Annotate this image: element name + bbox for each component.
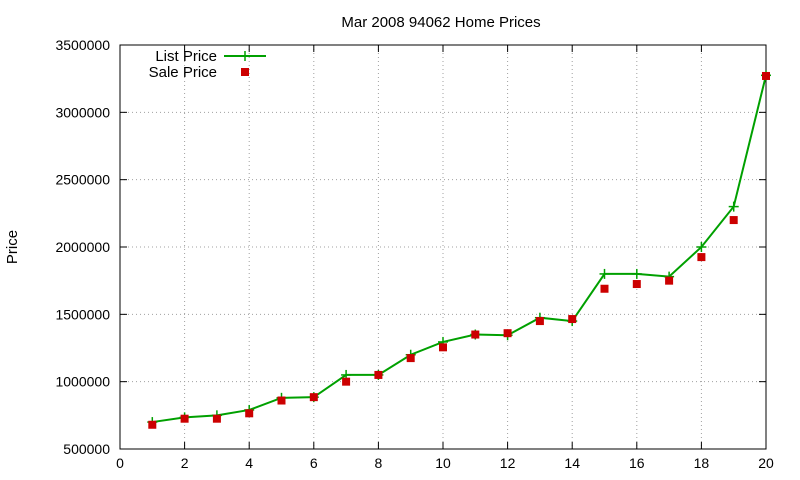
legend-label: List Price bbox=[155, 48, 217, 65]
series-list-price bbox=[147, 70, 771, 428]
sale-price-point bbox=[342, 377, 351, 386]
sale-price-point bbox=[729, 216, 738, 225]
list-price-point bbox=[599, 268, 610, 279]
series-sale-price bbox=[148, 71, 770, 429]
sale-price-point bbox=[180, 414, 189, 423]
sale-price-point bbox=[665, 276, 674, 285]
sale-price-point bbox=[503, 329, 512, 338]
x-tick-label: 0 bbox=[116, 455, 124, 471]
y-tick-label: 2000000 bbox=[55, 239, 110, 255]
y-tick-label: 1000000 bbox=[55, 374, 110, 390]
sale-price-point bbox=[309, 393, 318, 402]
legend-plus-symbol bbox=[240, 51, 250, 61]
chart-title: Mar 2008 94062 Home Prices bbox=[341, 14, 540, 31]
sale-price-point bbox=[212, 414, 221, 423]
x-tick-label: 4 bbox=[245, 455, 253, 471]
sale-price-point bbox=[439, 343, 447, 352]
legend-square-symbol bbox=[241, 68, 249, 76]
list-price-point bbox=[696, 242, 707, 252]
x-tick-label: 18 bbox=[694, 455, 710, 471]
y-tick-label: 2500000 bbox=[55, 172, 110, 188]
x-tick-label: 20 bbox=[758, 455, 774, 471]
sale-price-point bbox=[535, 317, 544, 326]
x-tick-label: 8 bbox=[375, 455, 383, 471]
tick-labels: 0 2 4 6 8 10 12 14 16 18 20 500000 1000000 1500000 200… bbox=[55, 37, 774, 471]
x-tick-label: 12 bbox=[500, 455, 516, 471]
sale-price-point bbox=[762, 71, 770, 80]
axes bbox=[119, 44, 767, 450]
sale-price-point bbox=[697, 253, 706, 262]
y-axis-title: Price bbox=[4, 230, 21, 264]
x-tick-label: 14 bbox=[564, 455, 580, 471]
y-tick-label: 1500000 bbox=[55, 306, 110, 322]
sale-price-point bbox=[277, 396, 286, 405]
sale-price-point bbox=[374, 370, 383, 379]
x-tick-label: 16 bbox=[629, 455, 645, 471]
list-price-line bbox=[152, 75, 767, 424]
sale-price-point bbox=[148, 420, 157, 429]
list-price-point bbox=[631, 268, 642, 279]
list-price-point bbox=[728, 201, 739, 212]
sale-price-point bbox=[471, 330, 480, 339]
series bbox=[147, 70, 771, 429]
x-tick-label: 10 bbox=[435, 455, 451, 471]
y-tick-label: 3500000 bbox=[55, 37, 110, 53]
sale-price-point bbox=[568, 315, 577, 324]
x-tick-label: 6 bbox=[310, 455, 318, 471]
sale-price-point bbox=[406, 354, 415, 363]
y-tick-label: 500000 bbox=[63, 441, 110, 457]
grid-lines bbox=[120, 45, 766, 449]
sale-price-point bbox=[600, 284, 609, 293]
sale-price-point bbox=[245, 409, 254, 418]
y-tick-label: 3000000 bbox=[55, 104, 110, 120]
sale-price-point bbox=[632, 280, 641, 289]
legend-label: Sale Price bbox=[149, 64, 217, 81]
x-tick-label: 2 bbox=[181, 455, 189, 471]
